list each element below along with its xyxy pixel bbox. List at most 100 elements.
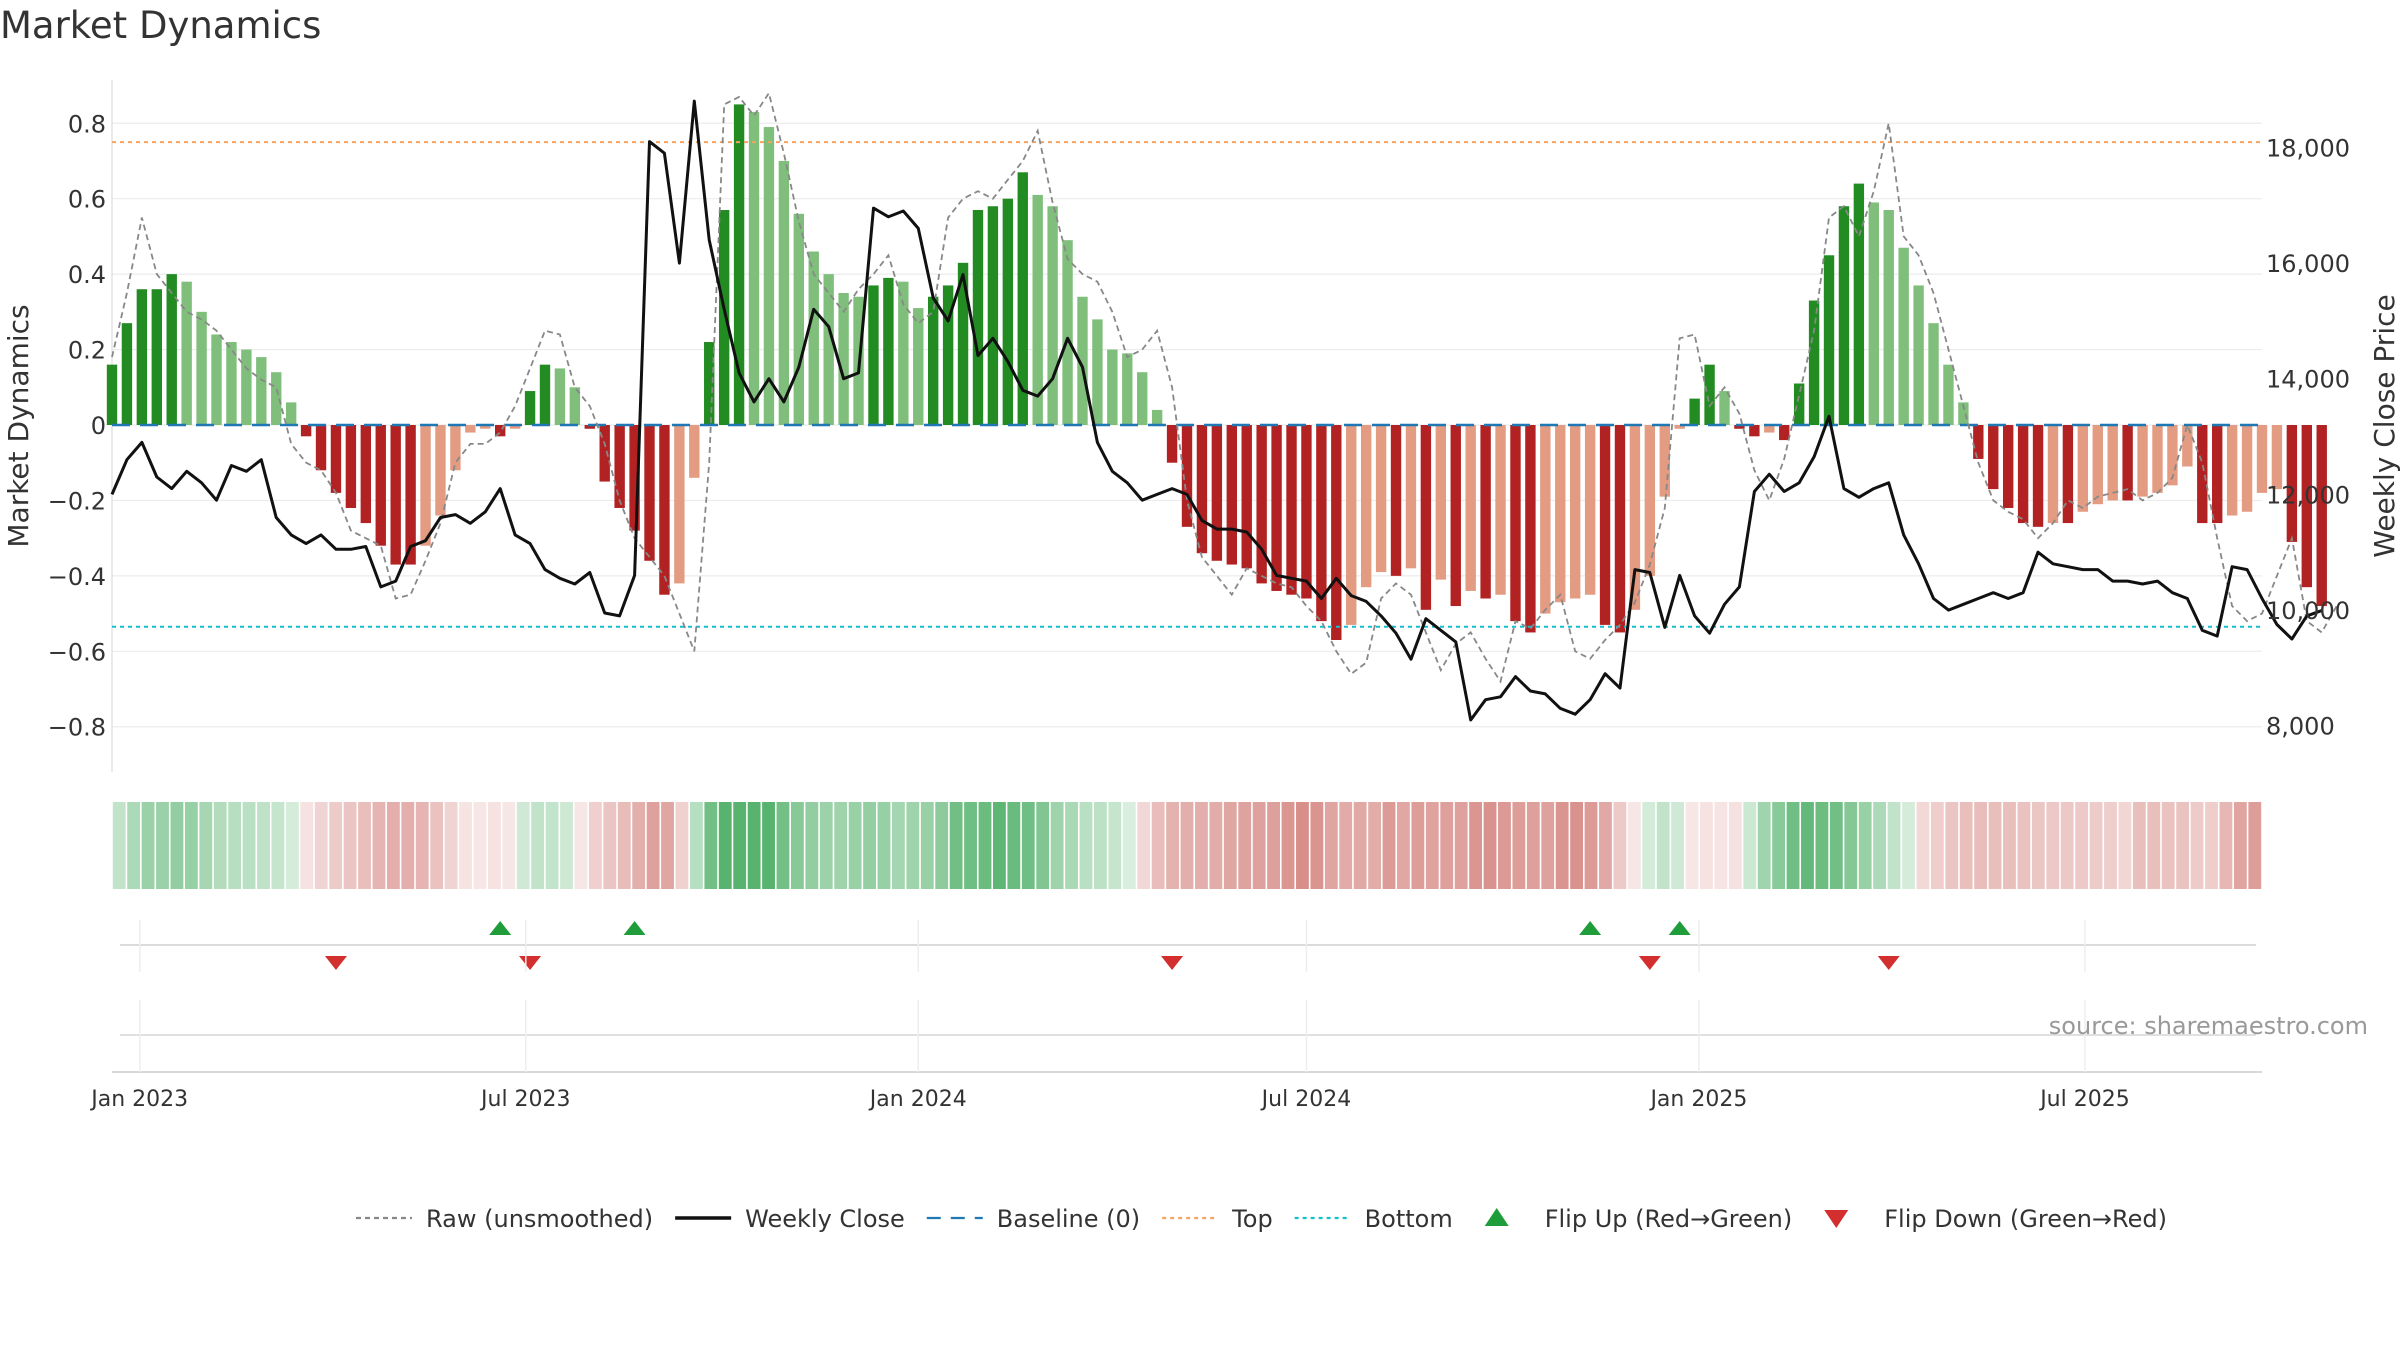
histogram-bar xyxy=(2137,425,2148,497)
page-title: Market Dynamics xyxy=(0,4,322,47)
regime-strip xyxy=(112,802,2262,889)
regime-cell xyxy=(1772,802,1786,889)
regime-cell xyxy=(1454,802,1468,889)
regime-cell xyxy=(848,802,862,889)
regime-cell xyxy=(170,802,184,889)
histogram-bar xyxy=(674,425,685,584)
legend-item: Flip Down (Green→Red) xyxy=(1824,1205,2167,1233)
histogram-bar xyxy=(2092,425,2103,505)
histogram-bar xyxy=(1196,425,1208,554)
legend-label: Top xyxy=(1231,1205,1273,1233)
regime-cell xyxy=(1223,802,1237,889)
histogram-bar xyxy=(509,425,521,429)
regime-cell xyxy=(603,802,617,889)
regime-cell xyxy=(2060,802,2074,889)
histogram-bar xyxy=(1301,425,1312,599)
histogram-bar xyxy=(1002,198,1014,425)
empty-panel xyxy=(112,1034,2262,1073)
regime-cell xyxy=(1498,802,1511,889)
regime-cell xyxy=(1714,802,1728,889)
regime-cell xyxy=(343,802,357,889)
regime-cell xyxy=(228,802,242,889)
histogram-bar xyxy=(823,274,834,425)
regime-cell xyxy=(2132,802,2146,889)
regime-cell xyxy=(1310,802,1324,889)
histogram-bar xyxy=(271,372,282,425)
histogram-bar xyxy=(1017,172,1028,425)
right-tick-label: 10,000 xyxy=(2266,597,2350,625)
histogram-bar xyxy=(121,323,133,425)
left-tick-label: 0.8 xyxy=(68,110,106,138)
flip-up-marker xyxy=(1668,921,1691,935)
histogram-bar xyxy=(1928,323,1939,425)
regime-cell xyxy=(935,802,949,889)
regime-cell xyxy=(1671,802,1685,889)
histogram-bar xyxy=(1316,425,1327,622)
histogram-bar xyxy=(778,160,790,425)
regime-cell xyxy=(1829,802,1843,889)
histogram-bar xyxy=(1838,206,1850,425)
regime-cell xyxy=(112,802,126,889)
histogram-bar xyxy=(1719,391,1730,425)
regime-cell xyxy=(560,802,573,889)
histogram-bar xyxy=(1764,425,1775,433)
histogram-bar xyxy=(2032,425,2044,527)
regime-cell xyxy=(516,802,530,889)
regime-cell xyxy=(199,802,213,889)
regime-cell xyxy=(1137,802,1151,889)
regime-cell xyxy=(1267,802,1280,889)
regime-cell xyxy=(1757,802,1771,889)
left-axis-label: Market Dynamics xyxy=(2,304,35,547)
regime-cell xyxy=(487,802,501,889)
legend: Raw (unsmoothed) Weekly Close Baseline (0)… xyxy=(356,1205,2167,1233)
regime-cell xyxy=(1526,802,1540,889)
histogram-bar xyxy=(1390,425,1402,576)
histogram-bar xyxy=(166,274,177,425)
regime-cell xyxy=(978,802,992,889)
histogram-bar xyxy=(1092,319,1103,425)
histogram-bar xyxy=(644,425,655,561)
regime-cell xyxy=(1613,802,1627,889)
regime-cell xyxy=(2118,802,2132,889)
legend-item: Raw (unsmoothed) xyxy=(356,1205,653,1233)
histogram-bar xyxy=(2122,425,2133,501)
regime-cell xyxy=(300,802,314,889)
histogram-bar xyxy=(1823,255,1835,425)
histogram-bar xyxy=(1659,425,1670,497)
histogram-bar xyxy=(718,210,730,425)
histogram-bar xyxy=(2256,425,2268,493)
right-tick-label: 8,000 xyxy=(2266,713,2335,741)
histogram-bar xyxy=(181,281,192,425)
left-tick-label: 0.6 xyxy=(68,186,106,214)
regime-cell xyxy=(184,802,198,889)
regime-cell xyxy=(531,802,545,889)
regime-cell xyxy=(574,802,588,889)
flip-down-marker xyxy=(324,956,347,970)
regime-cell xyxy=(704,802,718,889)
histogram-bar xyxy=(1689,398,1700,425)
left-tick-label: −0.4 xyxy=(48,563,106,591)
regime-cell xyxy=(891,802,905,889)
histogram-bar xyxy=(942,285,954,425)
legend-item: Bottom xyxy=(1294,1205,1453,1233)
regime-cell xyxy=(271,802,285,889)
regime-cell xyxy=(141,802,155,889)
regime-cell xyxy=(1844,802,1858,889)
regime-cell xyxy=(1180,802,1194,889)
left-tick-label: −0.6 xyxy=(48,638,106,666)
x-tick-label: Jul 2025 xyxy=(2038,1087,2130,1112)
regime-cell xyxy=(1368,802,1381,889)
histogram-bar xyxy=(1032,194,1043,425)
legend-label: Bottom xyxy=(1365,1205,1453,1233)
histogram-bar xyxy=(838,292,849,425)
histogram-bar xyxy=(987,206,999,425)
regime-cell xyxy=(1743,802,1757,889)
regime-cell xyxy=(675,802,689,889)
flip-down-marker xyxy=(519,956,542,970)
regime-cell xyxy=(2233,802,2247,889)
regime-cell xyxy=(632,802,646,889)
flip-down-marker xyxy=(1638,956,1661,970)
regime-cell xyxy=(1411,802,1425,889)
histogram-bar xyxy=(1973,425,1984,459)
regime-cell xyxy=(1916,802,1930,889)
